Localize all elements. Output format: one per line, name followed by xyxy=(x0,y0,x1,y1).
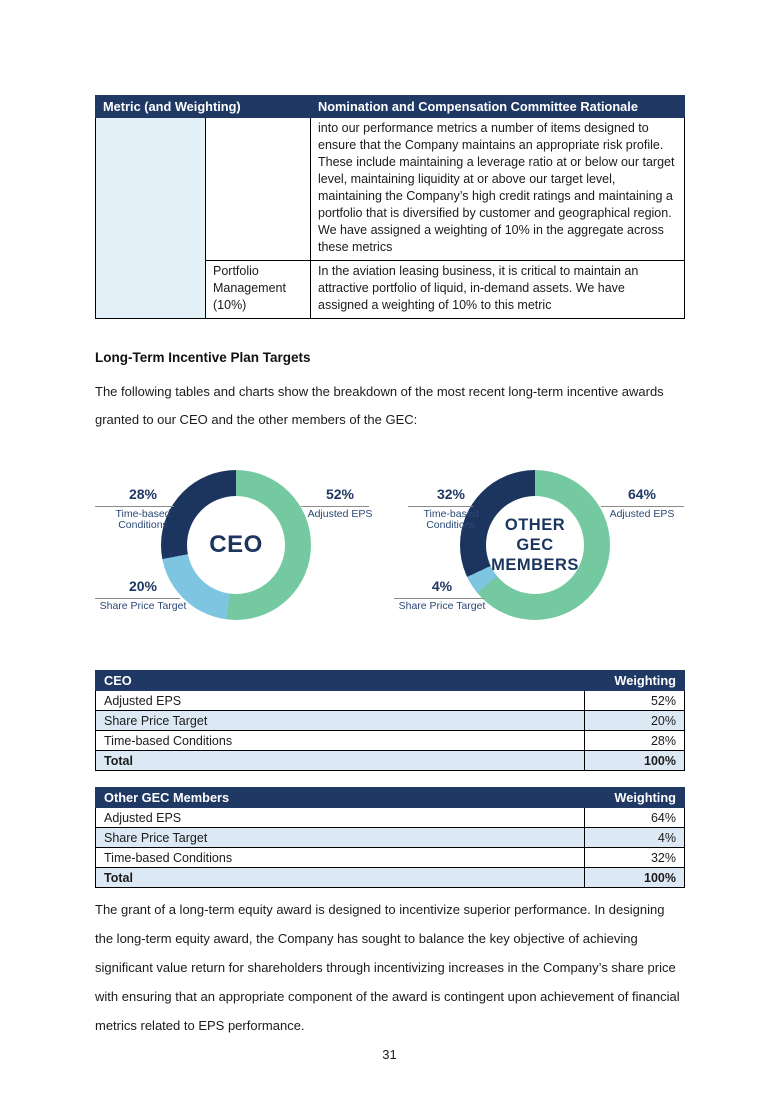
table-row: Adjusted EPS 52% xyxy=(95,690,685,711)
callout-label: Time-based Conditions xyxy=(115,508,171,531)
callout-label: Adjusted EPS xyxy=(609,508,675,520)
callout-label: Share Price Target xyxy=(398,600,486,612)
table-header-row: Other GEC Members Weighting xyxy=(95,787,685,808)
callout-line xyxy=(601,506,684,507)
callout-line xyxy=(408,506,473,507)
metric-table-header-row: Metric (and Weighting) Nomination and Co… xyxy=(95,95,685,118)
donut-chart-ceo: CEO 28% Time-based Conditions 52% Adjust… xyxy=(95,462,385,624)
table-row: Time-based Conditions 28% xyxy=(95,730,685,751)
table-row: Share Price Target 20% xyxy=(95,710,685,731)
callout-line xyxy=(301,506,369,507)
callout-adjusted-eps: 52% xyxy=(325,486,355,502)
intro-paragraph: The following tables and charts show the… xyxy=(95,384,664,427)
callout-line xyxy=(95,598,180,599)
page-number: 31 xyxy=(382,1047,397,1062)
ceo-weighting-table: CEO Weighting Adjusted EPS 52% Share Pri… xyxy=(95,670,685,771)
rationale-cell: In the aviation leasing business, it is … xyxy=(310,260,685,319)
donut-chart-other-gec: OTHER GEC MEMBERS 32% Time-based Conditi… xyxy=(394,462,684,624)
metric-category-cell xyxy=(95,117,206,319)
callout-label: Share Price Target xyxy=(99,600,187,612)
donut-hole: OTHER GEC MEMBERS xyxy=(486,496,584,594)
weighting-header: Weighting xyxy=(584,670,685,691)
table-row: Adjusted EPS 64% xyxy=(95,807,685,828)
table-title: Other GEC Members xyxy=(95,787,585,808)
donut-center-label-other-gec: OTHER GEC MEMBERS xyxy=(491,516,579,574)
donut-center-label-ceo: CEO xyxy=(209,531,263,558)
callout-time-based-conditions: 32% xyxy=(436,486,466,502)
table-row: Portfolio Management (10%) In the aviati… xyxy=(96,260,685,319)
donut-charts-row: CEO 28% Time-based Conditions 52% Adjust… xyxy=(95,462,684,624)
donut-ring-ceo: CEO xyxy=(161,470,311,620)
callout-time-based-conditions: 28% xyxy=(128,486,158,502)
callout-share-price-target: 4% xyxy=(431,578,453,594)
metric-rationale-table: Metric (and Weighting) Nomination and Co… xyxy=(95,95,685,319)
metric-portfolio-management-cell: Portfolio Management (10%) xyxy=(205,260,311,319)
metric-subcell-empty xyxy=(205,117,311,261)
table-total-row: Total 100% xyxy=(95,750,685,771)
table-row: Share Price Target 4% xyxy=(95,827,685,848)
donut-ring-other-gec: OTHER GEC MEMBERS xyxy=(460,470,610,620)
callout-label: Adjusted EPS xyxy=(307,508,373,520)
callout-adjusted-eps: 64% xyxy=(627,486,657,502)
metric-weighting-header: Metric (and Weighting) xyxy=(95,95,311,118)
callout-line xyxy=(394,598,484,599)
page-content: Metric (and Weighting) Nomination and Co… xyxy=(95,0,685,1062)
closing-paragraph: The grant of a long-term equity award is… xyxy=(95,902,680,1033)
rationale-header: Nomination and Compensation Committee Ra… xyxy=(310,95,685,118)
callout-line xyxy=(95,506,174,507)
callout-share-price-target: 20% xyxy=(128,578,158,594)
donut-hole: CEO xyxy=(187,496,285,594)
rationale-cell: into our performance metrics a number of… xyxy=(310,117,685,261)
section-heading: Long-Term Incentive Plan Targets xyxy=(95,350,311,365)
table-title: CEO xyxy=(95,670,585,691)
weighting-header: Weighting xyxy=(584,787,685,808)
table-row: into our performance metrics a number of… xyxy=(95,117,685,319)
table-header-row: CEO Weighting xyxy=(95,670,685,691)
other-gec-weighting-table: Other GEC Members Weighting Adjusted EPS… xyxy=(95,787,685,888)
callout-label: Time-based Conditions xyxy=(423,508,479,531)
table-row: Time-based Conditions 32% xyxy=(95,847,685,868)
table-total-row: Total 100% xyxy=(95,867,685,888)
